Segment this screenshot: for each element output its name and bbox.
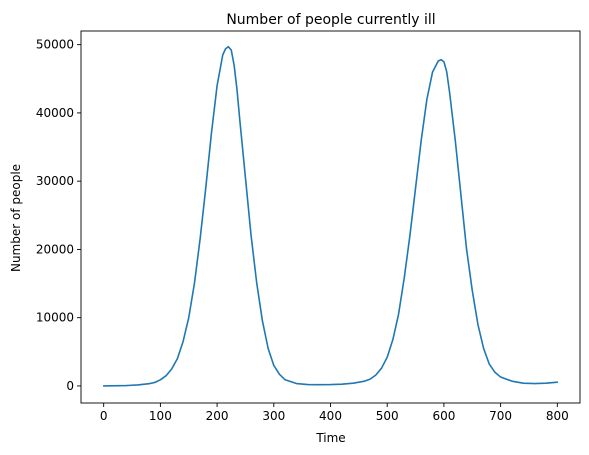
- x-tick-label: 400: [319, 409, 342, 423]
- x-tick-label: 100: [149, 409, 172, 423]
- x-tick-label: 300: [262, 409, 285, 423]
- y-tick-label: 20000: [36, 242, 74, 256]
- x-tick-label: 700: [489, 409, 512, 423]
- y-tick-label: 50000: [36, 38, 74, 52]
- x-tick-label: 800: [546, 409, 569, 423]
- y-tick-label: 0: [66, 379, 74, 393]
- series-line-0: [102, 45, 559, 387]
- plot-area: 0 100 200 300 400 500 600 700 800 0 10000 20000 3000…: [36, 30, 581, 423]
- x-tick-label: 600: [432, 409, 455, 423]
- x-tick-label: 0: [100, 409, 108, 423]
- x-tick-label: 200: [206, 409, 229, 423]
- y-tick-label: 30000: [36, 174, 74, 188]
- chart-title: Number of people currently ill: [226, 12, 435, 28]
- y-tick-label: 10000: [36, 311, 74, 325]
- x-tick-label: 500: [376, 409, 399, 423]
- y-axis-label: Number of people: [9, 164, 23, 272]
- x-axis-label: Time: [315, 431, 345, 445]
- y-tick-label: 40000: [36, 106, 74, 120]
